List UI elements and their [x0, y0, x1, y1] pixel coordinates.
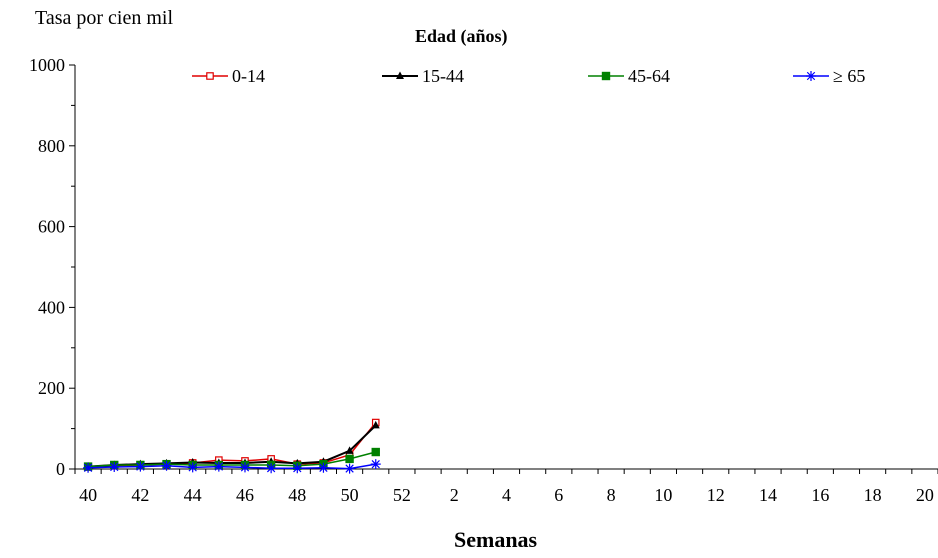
data-point-series-4 — [239, 462, 250, 473]
x-tick-label: 50 — [341, 485, 359, 505]
data-point-series-3 — [345, 454, 354, 464]
y-tick-label: 1000 — [29, 55, 65, 75]
legend-label-4: ≥ 65 — [833, 66, 865, 86]
x-tick-label: 8 — [607, 485, 616, 505]
legend-marker-2 — [396, 71, 404, 79]
series-line-3 — [88, 451, 376, 468]
x-tick-label: 46 — [236, 485, 254, 505]
legend-marker-3 — [601, 71, 611, 81]
x-tick-label: 12 — [707, 485, 725, 505]
x-tick-label: 2 — [450, 485, 459, 505]
legend-label-1: 0-14 — [232, 66, 265, 86]
x-tick-label: 18 — [864, 485, 882, 505]
x-tick-label: 16 — [811, 485, 829, 505]
y-tick-label: 800 — [38, 136, 65, 156]
data-point-series-4 — [161, 460, 172, 471]
x-tick-label: 40 — [79, 485, 97, 505]
data-point-series-4 — [187, 462, 198, 473]
data-point-series-4 — [109, 461, 120, 472]
legend-marker-1 — [206, 72, 214, 80]
x-tick-label: 10 — [654, 485, 672, 505]
x-tick-label: 42 — [131, 485, 149, 505]
x-tick-label: 6 — [554, 485, 563, 505]
y-tick-label: 600 — [38, 217, 65, 237]
x-tick-label: 14 — [759, 485, 777, 505]
data-point-series-2 — [371, 420, 380, 429]
data-point-series-3 — [371, 447, 380, 457]
x-tick-label: 52 — [393, 485, 411, 505]
x-tick-label: 48 — [288, 485, 306, 505]
data-point-series-2 — [345, 446, 354, 454]
data-point-series-4 — [135, 461, 146, 472]
data-point-series-4 — [292, 463, 303, 474]
y-axis-title: Tasa por cien mil — [35, 7, 173, 29]
data-point-series-4 — [344, 463, 355, 474]
y-tick-label: 0 — [56, 459, 65, 479]
x-tick-label: 4 — [502, 485, 511, 505]
x-tick-label: 20 — [916, 485, 934, 505]
data-point-series-4 — [83, 462, 94, 473]
data-point-series-4 — [370, 459, 381, 470]
legend-title: Edad (años) — [415, 26, 508, 46]
x-tick-label: 44 — [184, 485, 202, 505]
legend-label-3: 45-64 — [628, 66, 670, 86]
data-point-series-4 — [266, 463, 277, 474]
y-tick-label: 400 — [38, 297, 65, 317]
series-line-1 — [88, 422, 377, 468]
data-point-series-4 — [213, 461, 224, 472]
legend-marker-4 — [806, 71, 816, 81]
y-tick-label: 200 — [38, 378, 65, 398]
x-axis-title: Semanas — [454, 527, 538, 552]
data-point-series-4 — [318, 462, 329, 473]
legend-label-2: 15-44 — [422, 66, 464, 86]
